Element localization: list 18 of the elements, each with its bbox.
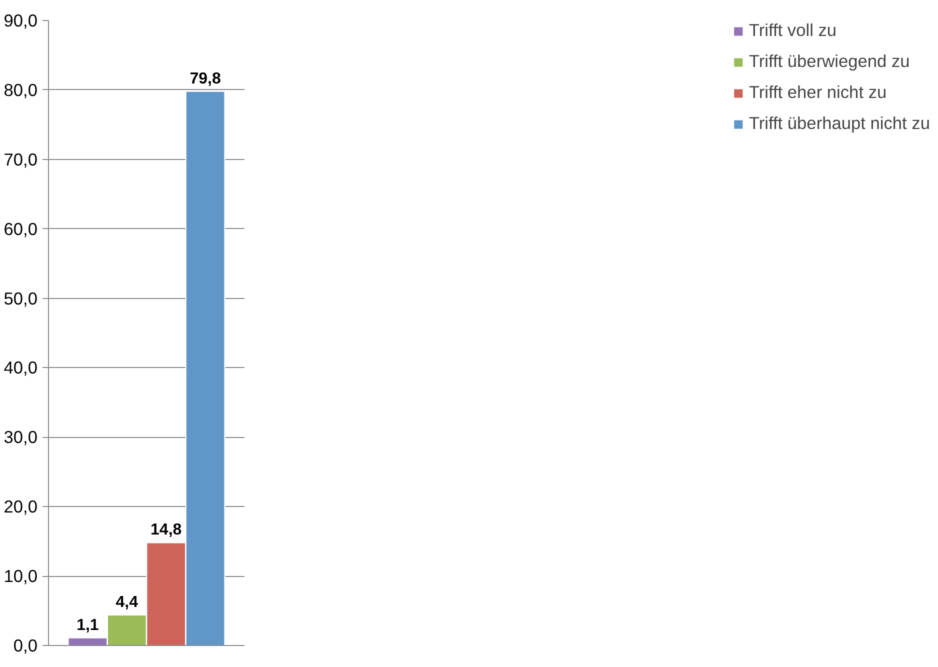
data-label: 14,8 [150,522,182,539]
data-label: 4,4 [116,594,138,611]
legend-label: Trifft überhaupt nicht zu [748,113,930,134]
legend-label: Trifft voll zu [748,20,837,41]
legend-label: Trifft eher nicht zu [748,82,887,103]
y-tick-label: 70,0 [4,149,38,170]
data-label: 1,1 [76,616,99,634]
y-tick-label: 50,0 [4,288,38,308]
y-tick-label: 0,0 [13,636,38,656]
legend-label: Trifft überwiegend zu [748,51,910,72]
y-tick-label: 80,0 [4,80,38,100]
y-tick-label: 20,0 [4,496,38,517]
y-tick-label: 10,0 [4,566,38,586]
y-tick-label: 90,0 [4,10,38,30]
y-tick-label: 30,0 [4,427,38,448]
y-tick-label: 40,0 [4,358,38,378]
y-tick-label: 60,0 [4,218,38,239]
data-label: 79,8 [190,70,221,88]
